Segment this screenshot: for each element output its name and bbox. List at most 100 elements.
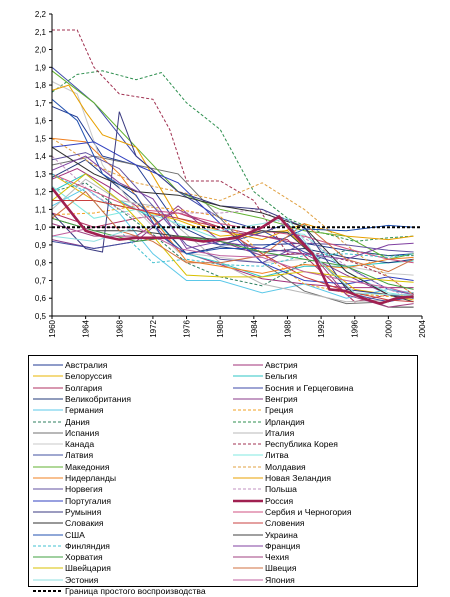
legend-swatch — [233, 398, 263, 400]
legend-item: Румыния — [29, 506, 224, 518]
legend-label: Латвия — [65, 450, 94, 461]
legend-label: Новая Зеландия — [265, 473, 331, 483]
legend-label: Норвегия — [65, 484, 103, 495]
legend-item: Япония — [229, 574, 424, 586]
legend-label: Ирландия — [265, 416, 305, 427]
legend-label: Нидерланды — [65, 473, 117, 483]
legend-swatch — [233, 567, 263, 569]
legend-swatch — [33, 590, 63, 592]
x-tick-label: 1980 — [216, 319, 225, 337]
y-tick-label: 1,0 — [35, 223, 47, 232]
legend-label: Словакия — [65, 518, 104, 529]
y-tick-label: 1,9 — [35, 63, 47, 72]
legend-item: Словакия — [29, 517, 224, 529]
x-tick-label: 1992 — [317, 319, 326, 337]
legend-swatch — [233, 375, 263, 377]
legend-item: Босния и Герцеговина — [229, 382, 424, 394]
legend-item: Франция — [229, 540, 424, 552]
legend-item: Ирландия — [229, 416, 424, 428]
series-line — [51, 190, 414, 273]
legend-swatch — [233, 454, 263, 456]
legend-item: Финляндия — [29, 540, 224, 552]
legend-label: Румыния — [65, 506, 102, 517]
legend-item: Польша — [229, 483, 424, 495]
y-tick-label: 1,6 — [35, 117, 47, 126]
legend-item: Украина — [229, 529, 424, 541]
legend-swatch — [233, 387, 263, 389]
legend-item: Нидерланды — [29, 472, 224, 484]
legend-label: Молдавия — [265, 461, 306, 472]
legend-swatch — [233, 522, 263, 524]
legend-swatch — [233, 477, 263, 479]
fertility-line-chart: 0,5 0,6 0,7 0,8 0,9 1,0 1,1 1,2 1,3 1,4 1,5 1,6 1,7 1… — [35, 10, 427, 338]
legend-label: Швеция — [265, 563, 297, 574]
legend-label: Германия — [65, 405, 104, 416]
x-tick-label: 1976 — [183, 319, 192, 337]
x-tick-label: 1964 — [82, 319, 91, 337]
legend-swatch — [233, 409, 263, 411]
legend-label: Великобритания — [65, 393, 131, 404]
legend-item: Латвия — [29, 449, 224, 461]
legend-item: США — [29, 529, 224, 541]
legend-label: Австрия — [265, 360, 298, 370]
legend-swatch — [233, 432, 263, 434]
y-tick-label: 2,1 — [35, 28, 47, 37]
legend-item: Австралия — [29, 359, 224, 371]
series-line — [51, 70, 414, 242]
x-tick-label: 1960 — [48, 319, 57, 337]
legend-label: Россия — [265, 495, 294, 506]
legend-item: Венгрия — [229, 393, 424, 405]
y-tick-label: 0,9 — [35, 241, 47, 250]
legend-label: Швейцария — [65, 563, 111, 574]
x-tick-label: 1984 — [250, 319, 259, 337]
y-tick-label: 1,8 — [35, 81, 47, 90]
series-line — [51, 178, 414, 303]
legend-item: Греция — [229, 404, 424, 416]
legend-swatch — [33, 409, 63, 411]
legend-label: Белоруссия — [65, 371, 112, 382]
chart-legend: Австралия Австрия Белоруссия Бельгия Болгари… — [28, 355, 418, 596]
x-tick-label: 1968 — [115, 319, 124, 337]
legend-label: Испания — [65, 427, 100, 438]
legend-item: Испания — [29, 427, 224, 439]
legend-label: Дания — [65, 416, 90, 427]
legend-swatch — [33, 534, 63, 535]
legend-item: Республика Корея — [229, 438, 424, 450]
series-line — [51, 173, 414, 283]
y-tick-label: 0,5 — [35, 312, 47, 321]
series-line — [51, 152, 414, 264]
legend-item: Чехия — [229, 551, 424, 563]
y-tick-label: 1,3 — [35, 170, 47, 179]
series-line — [51, 98, 414, 255]
legend-label: Чехия — [265, 552, 290, 563]
legend-item: Бельгия — [229, 370, 424, 382]
legend-item: Македония — [29, 461, 224, 473]
legend-swatch — [33, 454, 63, 456]
legend-swatch — [33, 500, 63, 502]
legend-label: Япония — [265, 574, 295, 585]
y-tick-label: 1,2 — [35, 188, 47, 197]
legend-swatch — [233, 488, 263, 490]
x-tick-label: 1996 — [351, 319, 360, 337]
legend-item: Новая Зеландия — [229, 472, 424, 484]
legend-label: Бельгия — [265, 371, 298, 382]
legend-item: Канада — [29, 438, 224, 450]
y-axis-ticks: 0,5 0,6 0,7 0,8 0,9 1,0 1,1 1,2 1,3 1,4 1,5 1,6 1,7 1… — [35, 10, 52, 321]
legend-label: Франция — [265, 540, 301, 551]
legend-item: Швеция — [229, 562, 424, 574]
x-tick-label: 1972 — [149, 319, 158, 337]
series-lines — [50, 29, 422, 308]
legend-item: Эстония — [29, 574, 224, 586]
legend-label: Канада — [65, 439, 95, 450]
legend-item: Хорватия — [29, 551, 224, 563]
legend-item: Молдавия — [229, 461, 424, 473]
series-line — [51, 81, 414, 276]
y-tick-label: 1,1 — [35, 205, 47, 214]
series-line — [51, 223, 414, 303]
legend-label: Хорватия — [65, 552, 103, 563]
legend-item: Болгария — [29, 382, 224, 394]
series-line — [51, 226, 414, 296]
legend-label: Словения — [265, 518, 305, 529]
legend-item: Швейцария — [29, 562, 224, 574]
y-tick-label: 0,6 — [35, 294, 47, 303]
